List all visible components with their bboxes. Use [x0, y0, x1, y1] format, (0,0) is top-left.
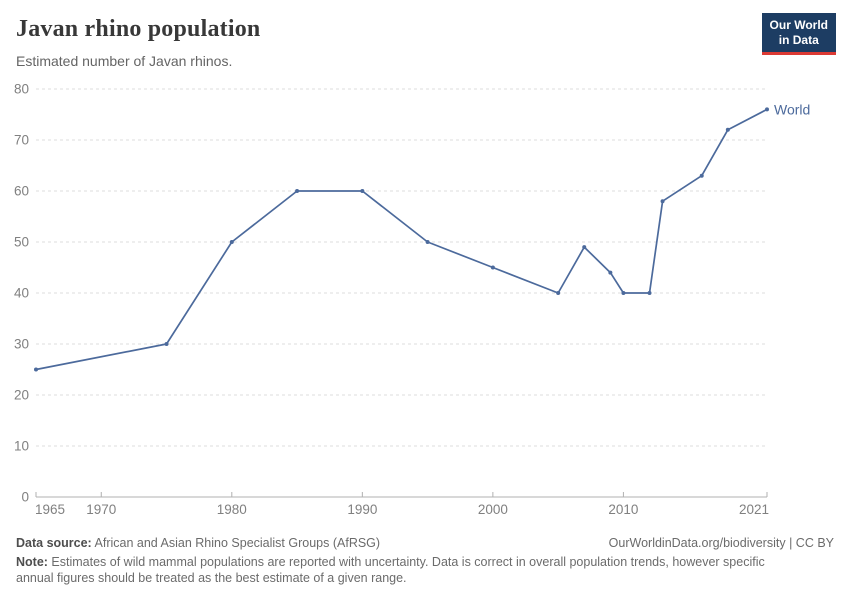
footer-source-row: Data source: African and Asian Rhino Spe… [16, 536, 834, 550]
data-point-world-2018[interactable] [725, 127, 730, 132]
owid-logo[interactable]: Our World in Data [761, 13, 836, 55]
y-tick-label-60: 60 [14, 184, 29, 199]
data-point-world-2016[interactable] [699, 173, 704, 178]
x-tick-label-1990: 1990 [347, 502, 377, 517]
y-tick-label-0: 0 [21, 490, 29, 505]
chart-subtitle: Estimated number of Javan rhinos. [16, 53, 233, 69]
page-title: Javan rhino population [16, 16, 261, 42]
data-point-world-2000[interactable] [490, 265, 495, 270]
y-tick-label-10: 10 [14, 439, 29, 454]
x-tick-label-2010: 2010 [608, 502, 638, 517]
data-point-world-1975[interactable] [164, 342, 169, 346]
x-tick-label-2021: 2021 [739, 502, 769, 517]
y-tick-label-40: 40 [14, 286, 29, 301]
data-point-world-2013[interactable] [660, 199, 665, 204]
data-point-world-1980[interactable] [229, 240, 234, 244]
x-tick-label-1980: 1980 [217, 502, 247, 517]
footer-note-label: Note: [16, 555, 48, 569]
data-point-world-1995[interactable] [425, 240, 430, 244]
footer-note-text: Estimates of wild mammal populations are… [16, 555, 765, 585]
data-point-world-2005[interactable] [556, 291, 561, 295]
series-line-world[interactable] [35, 108, 768, 371]
x-tick-label-1965: 1965 [35, 502, 65, 517]
y-tick-label-50: 50 [14, 235, 29, 250]
owid-logo-line1: Our World [769, 18, 828, 32]
chart-header: Javan rhino population Estimated number … [0, 0, 850, 80]
x-tick-label-1970: 1970 [86, 502, 116, 517]
data-point-world-1990[interactable] [360, 189, 365, 193]
line-chart: 0 10 20 30 40 50 60 70 80 1965 1970 1980 1990 2000 201… [14, 82, 810, 518]
footer-note: Note: Estimates of wild mammal populatio… [16, 555, 798, 586]
data-point-world-2009[interactable] [608, 270, 613, 275]
data-point-world-2021[interactable] [765, 107, 769, 112]
data-source-text: African and Asian Rhino Specialist Group… [91, 536, 381, 550]
data-source: Data source: African and Asian Rhino Spe… [16, 536, 380, 550]
series-label-world[interactable]: World [774, 101, 810, 117]
data-point-world-2007[interactable] [582, 245, 587, 250]
data-source-label: Data source: [16, 536, 92, 550]
data-point-world-2012[interactable] [647, 291, 652, 295]
data-point-world-2010[interactable] [621, 291, 626, 295]
y-tick-label-70: 70 [14, 133, 29, 148]
y-tick-label-20: 20 [14, 388, 29, 403]
footer-link[interactable]: OurWorldinData.org/biodiversity | CC BY [608, 536, 834, 550]
owid-logo-line2: in Data [778, 33, 819, 47]
data-point-world-1965[interactable] [34, 367, 38, 372]
x-tick-label-2000: 2000 [478, 502, 508, 517]
data-point-world-1985[interactable] [295, 189, 300, 193]
y-tick-label-30: 30 [14, 337, 29, 352]
chart-footer: Data source: African and Asian Rhino Spe… [0, 530, 850, 586]
y-tick-label-80: 80 [14, 82, 29, 97]
